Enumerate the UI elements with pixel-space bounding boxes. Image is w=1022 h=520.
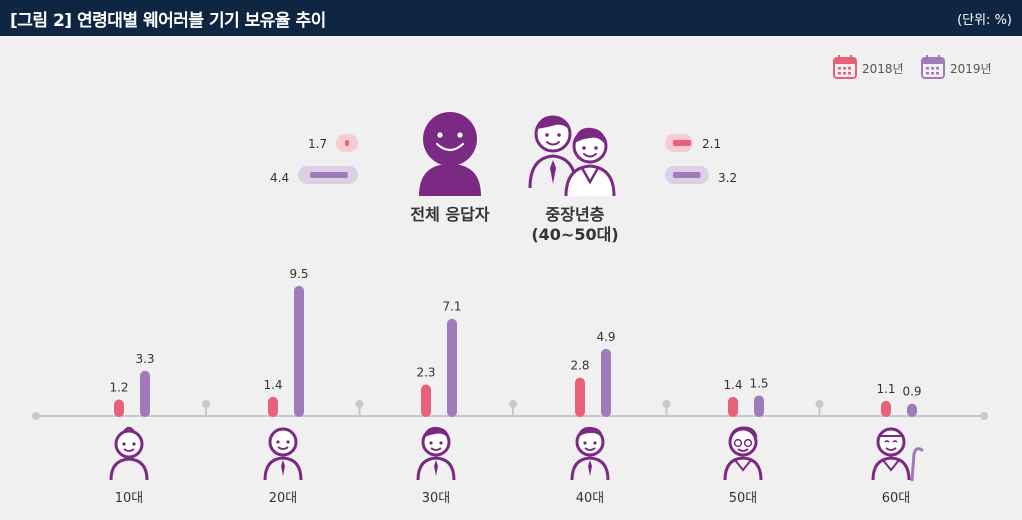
summary-middle-aged-label-line2: (40~50대) [531,225,618,244]
legend-label-2019: 2019년 [950,62,992,76]
bar-2018-20대 [268,396,278,417]
glasses-man-icon [723,426,763,481]
summary-middle-aged-label-line1: 중장년층 [546,205,605,224]
category-label-50대: 50대 [729,491,758,506]
axis-divider-dot [202,400,210,408]
value-labels: 1.2 3.3 1.4 9.5 2.3 7.1 2.8 4.9 1.4 1.5 1.1 0.9 [109,267,921,399]
bar-2019-10대 [140,370,150,417]
summary-middle-aged-2019-value: 3.2 [718,171,737,185]
bar-2019-40대 [601,348,611,417]
axis-divider-dot [355,400,364,408]
man-icon [416,426,456,481]
category-label-40대: 40대 [576,491,605,506]
axis-dividers [202,400,824,416]
value-label-2018-50대: 1.4 [723,378,742,392]
bar-2018-50대 [728,396,738,417]
axis-divider-dot [662,400,671,408]
young-man-icon [263,427,303,481]
category-label-20대: 20대 [269,491,298,506]
bar-2018-10대 [114,399,124,417]
value-label-2019-10대: 3.3 [135,352,154,366]
summary-overall-label: 전체 응답자 [410,205,489,224]
axis-end-dot-right [980,412,988,420]
couple-icon-middle-aged [528,115,616,197]
summary-overall-2019-bar [310,172,348,178]
bar-series [114,285,917,417]
person-icon-overall [419,112,481,196]
bar-2018-60대 [881,400,891,417]
legend: 2018년 2019년 [833,55,992,79]
child-icon [109,426,149,481]
category-label-60대: 60대 [882,491,911,506]
value-label-2018-30대: 2.3 [416,365,435,379]
category-labels: 10대 20대 30대 40대 50대 60대 [115,491,911,506]
value-label-2018-40대: 2.8 [570,359,589,373]
bar-2019-20대 [294,285,304,417]
bar-2019-50대 [754,395,764,417]
value-label-2019-30대: 7.1 [442,300,461,314]
category-label-10대: 10대 [115,491,144,506]
summary-overall-2018-bar [345,140,349,146]
value-label-2019-60대: 0.9 [902,385,921,399]
summary-middle-aged-2019-bar [673,172,701,178]
category-label-30대: 30대 [422,491,451,506]
bar-2019-30대 [447,318,457,417]
value-label-2018-20대: 1.4 [263,378,282,392]
summary-overall: 1.7 4.4 전체 응답자 [270,112,490,224]
axis-divider-dot [509,400,517,408]
summary-middle-aged-2018-value: 2.1 [702,137,721,151]
value-label-2018-60대: 1.1 [876,382,895,396]
calendar-icon-2019 [921,55,945,79]
axis-divider-dot [815,400,824,408]
bar-2018-30대 [421,384,431,417]
legend-label-2018: 2018년 [862,62,904,76]
value-label-2019-40대: 4.9 [596,330,615,344]
figure-title: [그림 2] 연령대별 웨어러블 기기 보유율 추이 [10,11,326,31]
header-bar: [그림 2] 연령대별 웨어러블 기기 보유율 추이 (단위: %) [0,0,1022,36]
bar-2018-40대 [575,377,585,417]
bar-2019-60대 [907,403,917,417]
summary-overall-2018-value: 1.7 [308,137,327,151]
chart-canvas: 2018년 2019년 1.7 4.4 [32,55,992,506]
summary-middle-aged-2018-bar [673,140,692,146]
elder-with-cane-icon [871,427,924,482]
calendar-icon-2018 [833,55,857,79]
summary-middle-aged: 중장년층 (40~50대) 2.1 3.2 [528,115,737,244]
value-label-2018-10대: 1.2 [109,381,128,395]
unit-label: (단위: %) [957,13,1012,28]
value-label-2019-20대: 9.5 [289,267,308,281]
summary-overall-2019-value: 4.4 [270,171,289,185]
age-icons [109,426,924,482]
axis-end-dot-left [32,412,40,420]
middle-aged-man-icon [570,426,610,481]
value-label-2019-50대: 1.5 [749,376,768,390]
